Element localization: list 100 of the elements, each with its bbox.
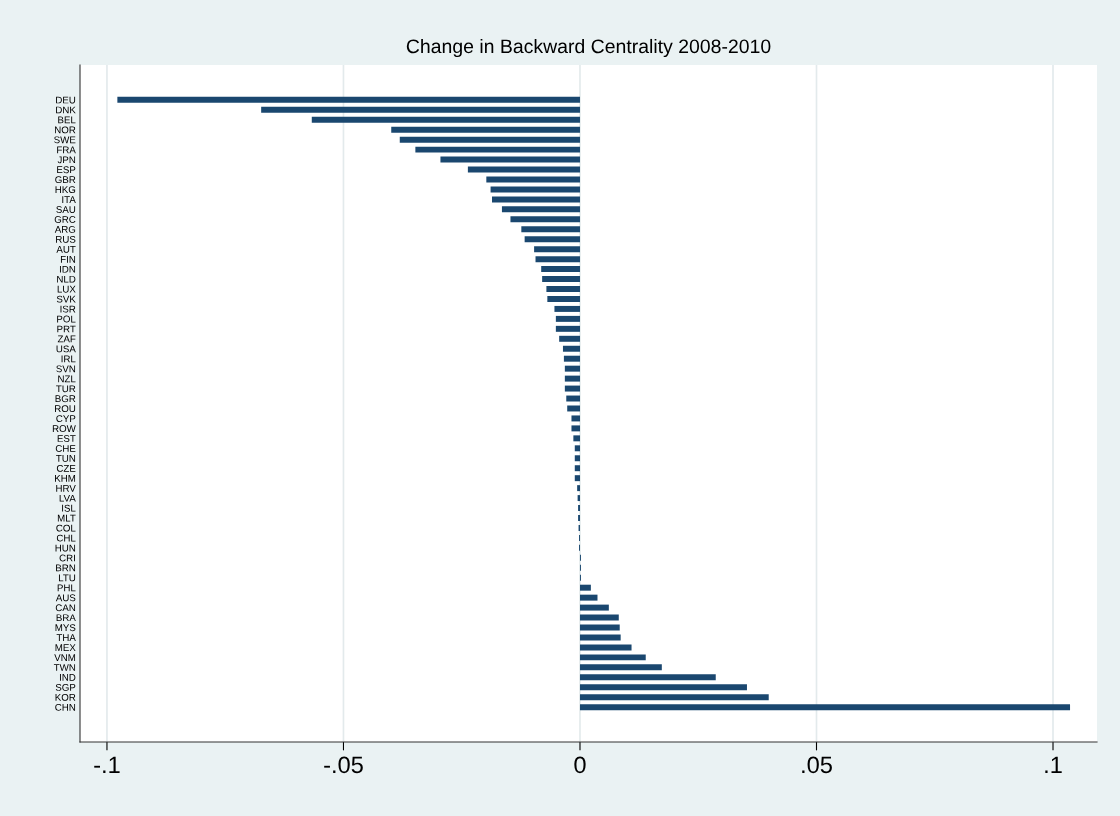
y-tick-label: ZAF: [57, 335, 76, 343]
bar: [492, 196, 580, 203]
y-tick-label: DNK: [56, 106, 76, 114]
x-tick-label: 0: [574, 756, 586, 774]
bar: [542, 276, 580, 283]
bar: [579, 614, 619, 621]
y-tick-label: BRN: [56, 564, 76, 572]
chart-title: Change in Backward Centrality 2008-2010: [406, 38, 771, 58]
y-tick-label: GRC: [54, 216, 76, 223]
bar: [555, 315, 580, 322]
y-tick-label: SWE: [54, 136, 76, 144]
bar: [559, 335, 580, 342]
y-tick-label: ISR: [60, 305, 76, 313]
y-tick-label: ROU: [55, 405, 76, 413]
y-tick-label: KHM: [55, 475, 76, 482]
y-tick-label: SAU: [56, 206, 76, 213]
y-tick-label: NLD: [57, 275, 76, 283]
bar: [399, 136, 580, 143]
y-tick-label: IND: [59, 674, 76, 681]
y-tick-label: LTU: [58, 574, 76, 582]
bar: [541, 266, 580, 273]
y-tick-label: PHL: [57, 584, 76, 592]
y-tick-label: TWN: [53, 664, 76, 671]
y-tick-label: CZE: [56, 464, 76, 472]
y-tick-label: FRA: [57, 146, 76, 154]
bar: [564, 365, 580, 372]
bar: [574, 455, 580, 462]
y-tick-label: AUT: [56, 246, 76, 253]
y-tick-label: BRA: [56, 614, 76, 622]
y-tick-label: VNM: [54, 654, 76, 661]
y-tick-label: PRT: [57, 325, 76, 333]
bar: [579, 584, 591, 591]
bar: [579, 674, 716, 681]
bar: [510, 216, 580, 223]
y-tick-label: AUS: [55, 594, 76, 602]
y-tick-label: CHE: [55, 445, 76, 452]
bar: [579, 594, 598, 601]
x-tick-label: -.1: [94, 756, 120, 773]
bar: [567, 405, 580, 412]
bar: [579, 654, 646, 661]
bar: [571, 415, 580, 422]
x-tick-label: -.05: [324, 756, 363, 774]
bar: [564, 385, 580, 392]
bar: [579, 684, 747, 691]
y-tick-label: EST: [57, 435, 76, 442]
y-tick-label: SVN: [56, 365, 76, 373]
bar: [579, 694, 769, 701]
bar: [490, 186, 580, 193]
y-tick-label: MYS: [55, 624, 76, 632]
bar: [579, 634, 621, 641]
y-tick-label: ISL: [62, 504, 76, 512]
y-tick-label: DEU: [56, 96, 76, 104]
y-tick-label: BEL: [58, 116, 76, 124]
bar: [566, 395, 580, 402]
y-tick-label: USA: [56, 345, 76, 353]
bar: [554, 305, 580, 312]
y-tick-label: FIN: [60, 255, 76, 263]
y-tick-label: SVK: [56, 295, 76, 303]
y-tick-label: HRV: [56, 484, 76, 492]
y-tick-label: RUS: [56, 235, 76, 243]
bar: [117, 96, 580, 103]
bar: [579, 644, 632, 651]
y-tick-label: TUR: [56, 385, 76, 393]
y-tick-label: TUN: [56, 455, 76, 462]
bar: [574, 465, 580, 472]
bar: [577, 485, 580, 492]
bar: [311, 116, 580, 123]
bar: [563, 355, 580, 362]
y-tick-label: JPN: [57, 156, 76, 164]
y-tick-label: SGP: [55, 683, 76, 691]
y-tick-label: THA: [56, 634, 76, 641]
x-tick-label: .1: [1045, 756, 1062, 773]
bar: [521, 226, 580, 233]
y-tick-label: KOR: [55, 693, 76, 701]
bar: [524, 236, 580, 243]
bar: [501, 206, 580, 213]
bar: [574, 475, 580, 482]
y-tick-label: BGR: [55, 395, 76, 403]
y-tick-label: COL: [56, 524, 76, 532]
bar: [562, 345, 580, 352]
bar: [391, 126, 580, 133]
bar: [555, 325, 580, 332]
y-tick-label: LUX: [57, 285, 76, 293]
bar: [534, 246, 580, 253]
bar: [535, 256, 580, 263]
y-tick-label: IDN: [59, 265, 76, 273]
y-tick-label: NOR: [55, 126, 76, 134]
bar: [564, 375, 580, 382]
y-tick-label: CHN: [55, 703, 76, 711]
bar: [574, 445, 580, 452]
bar: [573, 435, 580, 442]
y-tick-label: ESP: [57, 166, 76, 174]
y-tick-label: ITA: [62, 196, 76, 203]
y-tick-label: ARG: [54, 226, 76, 233]
y-tick-label: HUN: [55, 544, 76, 552]
y-tick-label: CYP: [56, 415, 76, 423]
bar: [467, 166, 580, 173]
bar: [579, 664, 662, 671]
y-tick-label: CHL: [56, 534, 76, 542]
y-tick-label: GBR: [55, 176, 76, 184]
